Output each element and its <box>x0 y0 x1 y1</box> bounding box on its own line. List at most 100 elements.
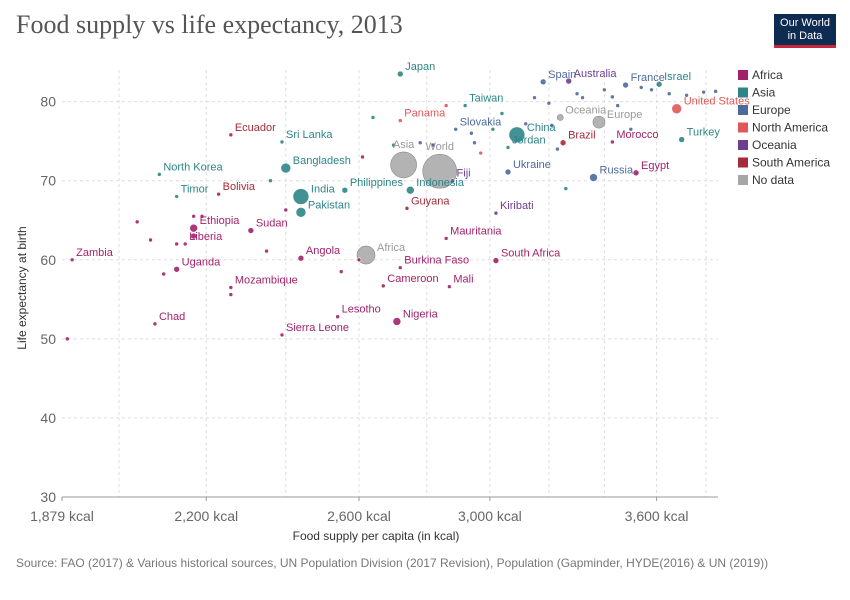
data-point[interactable] <box>539 78 547 86</box>
data-point[interactable] <box>390 151 417 179</box>
data-point[interactable] <box>360 154 365 160</box>
data-point[interactable] <box>397 118 403 123</box>
data-point[interactable] <box>174 241 179 247</box>
data-point[interactable] <box>216 191 221 197</box>
data-point[interactable] <box>532 95 537 100</box>
data-point[interactable] <box>228 292 234 297</box>
data-point[interactable] <box>182 241 188 247</box>
data-point[interactable] <box>589 173 598 182</box>
data-point[interactable] <box>392 317 402 326</box>
data-point[interactable] <box>492 257 500 264</box>
data-point[interactable] <box>356 245 376 265</box>
owid-logo[interactable]: Our World in Data <box>774 14 836 48</box>
data-point[interactable] <box>684 93 689 98</box>
data-point[interactable] <box>622 81 629 89</box>
data-point[interactable] <box>189 223 198 233</box>
legend-label[interactable]: South America <box>752 156 830 170</box>
data-point[interactable] <box>556 114 564 121</box>
legend-label[interactable]: No data <box>752 173 794 187</box>
data-point[interactable] <box>297 254 305 262</box>
data-point[interactable] <box>508 126 526 144</box>
data-point[interactable] <box>610 139 615 145</box>
data-point[interactable] <box>505 145 511 150</box>
data-point[interactable] <box>447 284 452 289</box>
data-point[interactable] <box>469 130 474 136</box>
data-point[interactable] <box>443 236 449 241</box>
data-point[interactable] <box>191 213 196 219</box>
data-point[interactable] <box>490 127 496 132</box>
data-point[interactable] <box>228 285 234 290</box>
data-point[interactable] <box>453 127 459 132</box>
data-point[interactable] <box>638 85 644 90</box>
data-point[interactable] <box>565 77 572 85</box>
data-point[interactable] <box>546 100 552 106</box>
data-point[interactable] <box>610 94 615 100</box>
data-point[interactable] <box>462 103 468 108</box>
data-point[interactable] <box>370 115 376 120</box>
legend-label[interactable]: Europe <box>752 103 791 117</box>
data-point[interactable] <box>592 115 606 129</box>
data-point[interactable] <box>391 142 396 148</box>
legend-swatch[interactable] <box>738 87 748 98</box>
legend-label[interactable]: Oceania <box>752 138 797 152</box>
data-point[interactable] <box>504 168 512 176</box>
data-point[interactable] <box>292 188 310 205</box>
data-point[interactable] <box>152 321 158 327</box>
data-point[interactable] <box>472 140 477 146</box>
data-point[interactable] <box>563 186 569 191</box>
data-point[interactable] <box>69 257 75 263</box>
data-point[interactable] <box>499 111 505 116</box>
data-point[interactable] <box>574 91 580 97</box>
data-point[interactable] <box>422 153 458 189</box>
data-point[interactable] <box>615 103 620 108</box>
data-point[interactable] <box>356 257 362 263</box>
legend-label[interactable]: Africa <box>752 68 783 82</box>
data-point[interactable] <box>199 213 205 219</box>
data-point[interactable] <box>280 162 292 174</box>
data-point[interactable] <box>190 232 197 240</box>
data-point[interactable] <box>173 265 180 273</box>
data-point[interactable] <box>580 95 585 100</box>
data-point[interactable] <box>380 283 386 289</box>
data-point[interactable] <box>478 150 483 156</box>
data-point[interactable] <box>430 142 436 148</box>
data-point[interactable] <box>396 70 404 78</box>
data-point[interactable] <box>134 219 140 225</box>
data-point[interactable] <box>523 121 529 127</box>
data-point[interactable] <box>148 237 153 243</box>
data-point[interactable] <box>279 139 285 145</box>
data-point[interactable] <box>65 336 70 342</box>
data-point[interactable] <box>666 91 672 97</box>
data-point[interactable] <box>279 332 285 338</box>
data-point[interactable] <box>268 178 273 184</box>
data-point[interactable] <box>713 89 718 94</box>
data-point[interactable] <box>397 265 403 270</box>
data-point[interactable] <box>157 172 162 177</box>
data-point[interactable] <box>649 87 654 93</box>
data-point[interactable] <box>632 169 640 177</box>
data-point[interactable] <box>404 206 410 211</box>
legend-swatch[interactable] <box>738 175 748 185</box>
legend-swatch[interactable] <box>738 122 748 133</box>
data-point[interactable] <box>295 207 307 218</box>
data-point[interactable] <box>628 127 634 132</box>
data-point[interactable] <box>161 271 166 277</box>
legend-swatch[interactable] <box>738 157 748 168</box>
legend-label[interactable]: Asia <box>752 86 776 100</box>
data-point[interactable] <box>417 140 423 146</box>
data-point[interactable] <box>701 89 706 95</box>
data-point[interactable] <box>559 139 567 147</box>
data-point[interactable] <box>174 194 179 199</box>
data-point[interactable] <box>247 227 255 234</box>
data-point[interactable] <box>341 186 349 194</box>
data-point[interactable] <box>228 132 234 138</box>
data-point[interactable] <box>338 269 344 274</box>
data-point[interactable] <box>264 248 269 254</box>
data-point[interactable] <box>549 123 555 128</box>
data-point[interactable] <box>655 80 663 88</box>
data-point[interactable] <box>450 178 455 184</box>
data-point[interactable] <box>555 146 560 152</box>
data-point[interactable] <box>678 136 685 143</box>
data-point[interactable] <box>493 210 499 216</box>
legend-label[interactable]: North America <box>752 121 828 135</box>
